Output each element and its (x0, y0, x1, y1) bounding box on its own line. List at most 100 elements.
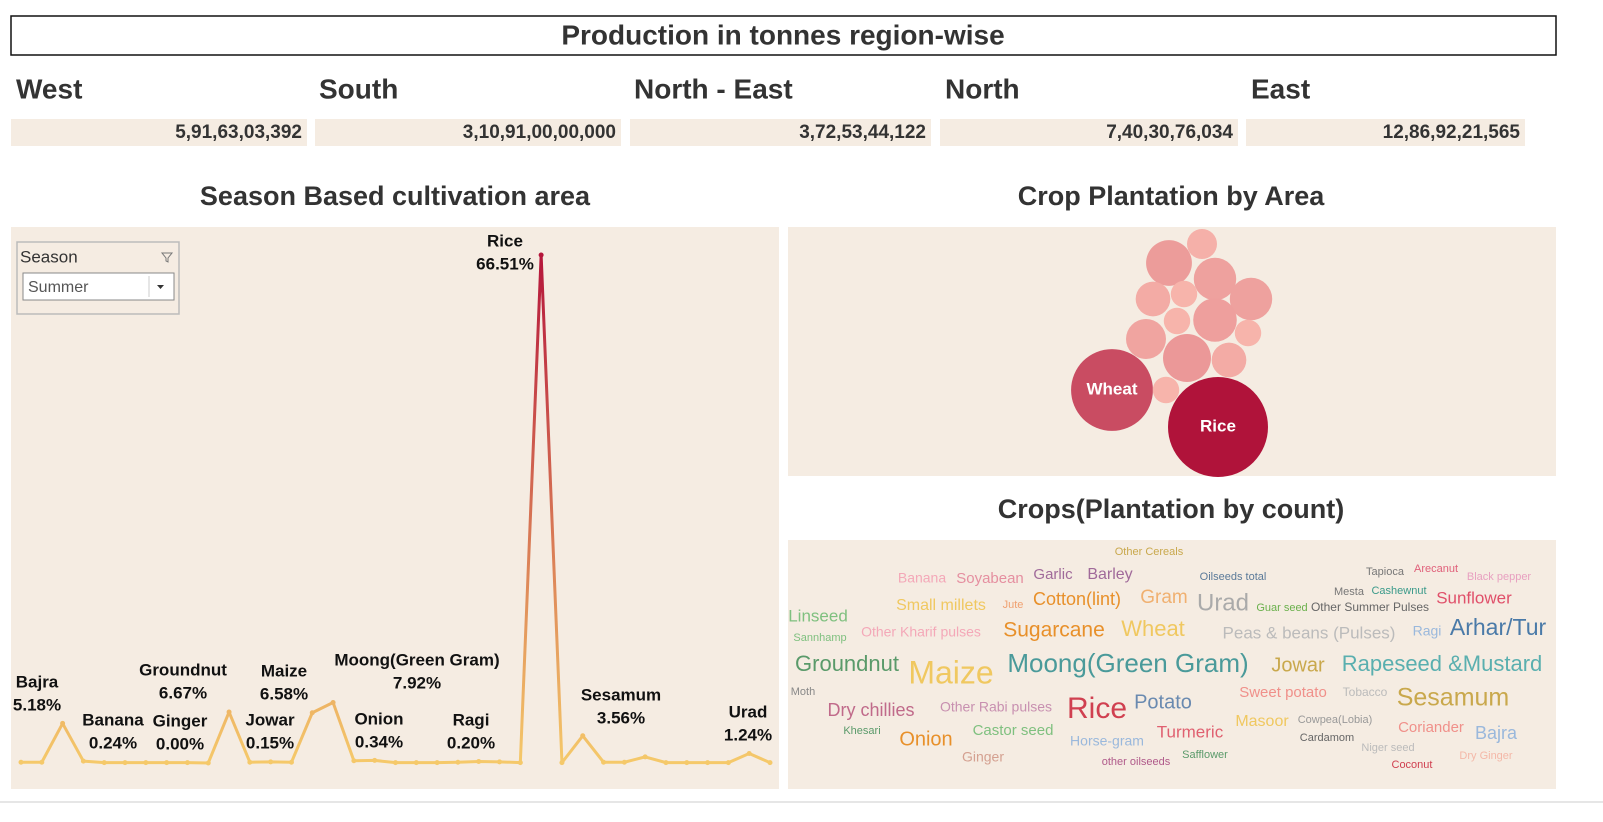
point (434, 760, 440, 766)
word: Small millets (896, 597, 986, 614)
bubble (1152, 376, 1180, 404)
kpi-box (630, 119, 931, 146)
bubble (1234, 319, 1262, 347)
word: Peas & beans (Pulses) (1223, 623, 1396, 642)
bubble (1168, 377, 1268, 477)
word: Dry Ginger (1459, 750, 1513, 762)
region-value: 12,86,92,21,565 (1383, 122, 1521, 143)
word: Arhar/Tur (1450, 614, 1547, 640)
point-value: 0.15% (246, 733, 294, 752)
word: Maize (908, 654, 993, 690)
filter-label: Season (20, 247, 78, 266)
word: Guar seed (1256, 602, 1307, 614)
point (80, 758, 86, 764)
word: Niger seed (1361, 742, 1414, 754)
point-category: Banana (82, 710, 144, 729)
word: Garlic (1033, 566, 1073, 583)
word: Turmeric (1157, 722, 1224, 741)
point-category: Bajra (16, 672, 59, 691)
point (330, 700, 336, 706)
word: Tapioca (1366, 566, 1405, 578)
point (268, 759, 274, 765)
point-category: Onion (354, 709, 403, 728)
bubble (1146, 240, 1192, 286)
point (372, 757, 378, 763)
word: Rapeseed &Mustard (1342, 651, 1543, 676)
word: Jute (1003, 599, 1024, 611)
word: Cardamom (1300, 732, 1354, 744)
point (101, 760, 107, 766)
clear-filter-icon[interactable] (160, 252, 174, 263)
point (247, 759, 253, 765)
word: Tobacco (1343, 685, 1388, 699)
point (663, 760, 669, 766)
bubble (1193, 257, 1237, 301)
kpi-box (940, 119, 1238, 146)
bubble (1229, 277, 1273, 321)
point (226, 709, 232, 715)
dropdown-value: Summer (28, 279, 89, 296)
word: Ragi (1413, 623, 1442, 639)
point-category: Ginger (153, 711, 208, 730)
point (205, 760, 211, 766)
region-name: North - East (634, 73, 793, 104)
word: Bajra (1475, 723, 1518, 743)
point-value: 0.00% (156, 734, 204, 753)
point (393, 760, 398, 766)
word: Cashewnut (1371, 585, 1426, 597)
word: Sannhamp (793, 632, 846, 644)
point (746, 751, 752, 757)
point-category: Jowar (245, 710, 295, 729)
point-category: Moong(Green Gram) (334, 650, 499, 669)
word: Coriander (1398, 719, 1464, 736)
point (309, 710, 315, 716)
point (143, 760, 149, 766)
kpi-box (315, 119, 621, 146)
kpi-box (11, 119, 307, 146)
word: Horse-gram (1070, 733, 1144, 749)
word: Groundnut (795, 651, 899, 676)
word: Linseed (788, 606, 848, 625)
bubble (1135, 281, 1171, 317)
bubble-label: Wheat (1087, 379, 1138, 398)
word: Sunflower (1436, 588, 1512, 607)
point-value: 5.18% (13, 695, 61, 714)
point (497, 759, 503, 765)
point (538, 252, 544, 258)
point (705, 760, 711, 766)
bubble (1163, 334, 1211, 382)
bubble-label: Rice (1200, 416, 1236, 435)
region-value: 5,91,63,03,392 (175, 122, 302, 143)
point-category: Maize (261, 661, 307, 680)
point (725, 760, 731, 766)
point (351, 758, 357, 764)
word: Masoor (1235, 713, 1289, 730)
word: Other Summer Pulses (1311, 600, 1429, 614)
point-value: 66.51% (476, 254, 534, 273)
region-name: North (945, 73, 1020, 104)
word: Wheat (1121, 616, 1185, 641)
bubble (1163, 307, 1191, 335)
word: Sesamum (1397, 684, 1510, 712)
word: Safflower (1182, 749, 1228, 761)
kpi-box (1246, 119, 1525, 146)
word: Arecanut (1414, 563, 1458, 575)
word: Other Rabi pulses (940, 699, 1052, 715)
bubble (1211, 342, 1247, 378)
word: Ginger (962, 749, 1004, 765)
region-name: East (1251, 73, 1310, 104)
word: Soyabean (956, 570, 1024, 587)
word: Onion (899, 728, 952, 750)
region-value: 3,72,53,44,122 (799, 122, 926, 143)
point (517, 760, 523, 766)
word: Dry chillies (827, 700, 914, 720)
point-value: 0.34% (355, 732, 403, 751)
word: Moong(Green Gram) (1007, 648, 1248, 678)
region-value: 7,40,30,76,034 (1106, 122, 1233, 143)
word: Moth (791, 686, 815, 698)
bubble (1170, 280, 1198, 308)
word: Jowar (1271, 654, 1325, 676)
dropdown-arrow[interactable] (157, 285, 164, 289)
word: Cowpea(Lobia) (1298, 714, 1373, 726)
